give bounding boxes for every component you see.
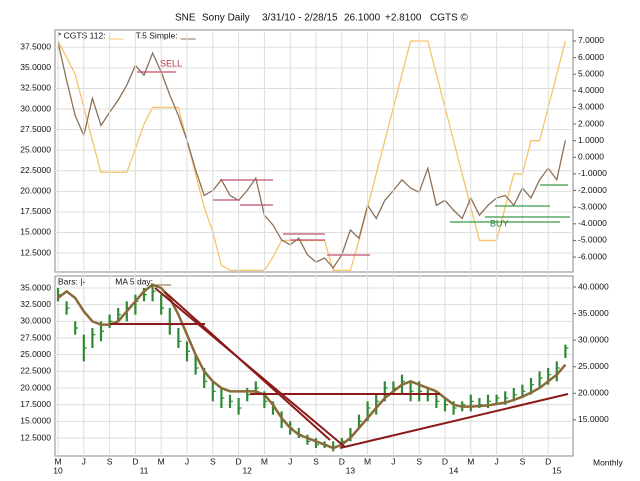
x-tick-label: S [107, 456, 113, 466]
legend-label: T.5 Simple: [136, 30, 178, 40]
y-tick-label: 12.5000 [20, 432, 51, 442]
y2-tick-label: 7.0000 [578, 35, 604, 45]
y-tick-label: 17.5000 [20, 399, 51, 409]
y2-tick-label: 15.0000 [578, 414, 609, 424]
symbol: SNE [175, 13, 196, 24]
x-tick-label: S [520, 456, 526, 466]
x-tick-label: D [132, 456, 138, 466]
x-tick-label: D [236, 456, 242, 466]
sell-annotation: SELL [160, 58, 182, 68]
y2-tick-label: -5.0000 [578, 235, 607, 245]
y-tick-label: 17.5000 [20, 206, 51, 216]
x-tick-label: J [185, 456, 189, 466]
y2-tick-label: 2.0000 [578, 118, 604, 128]
range: 3/31/10 - 2/28/15 [262, 13, 338, 24]
x-tick-label: S [416, 456, 422, 466]
y2-tick-label: 6.0000 [578, 52, 604, 62]
y2-tick-label: 25.0000 [578, 361, 609, 371]
x-tick-label: M [364, 456, 371, 466]
x-year-label: 10 [53, 465, 63, 475]
y-tick-label: 37.5000 [20, 42, 51, 52]
y2-tick-label: -1.0000 [578, 168, 607, 178]
y-tick-label: 25.0000 [20, 144, 51, 154]
x-tick-label: S [313, 456, 319, 466]
x-tick-label: M [261, 456, 268, 466]
panel-frame [54, 275, 574, 457]
x-year-label: 13 [346, 465, 356, 475]
legend-label: * CGTS 112: [58, 30, 106, 40]
y2-tick-label: -2.0000 [578, 185, 607, 195]
x-year-label: 14 [449, 465, 459, 475]
legend-label: Bars: |- [58, 276, 85, 286]
y-tick-label: 27.5000 [20, 124, 51, 134]
y2-tick-label: 0.0000 [578, 152, 604, 162]
period: Monthly [593, 457, 624, 467]
x-year-label: 15 [552, 465, 562, 475]
panel-frame [54, 29, 574, 273]
y2-tick-label: 40.0000 [578, 281, 609, 291]
y2-tick-label: 30.0000 [578, 334, 609, 344]
x-tick-label: M [158, 456, 165, 466]
name: Sony Daily [202, 13, 250, 24]
y-tick-label: 15.0000 [20, 227, 51, 237]
upper-panel: 12.5000 15.0000 17.5000 20.0000 22.5000 25.00… [20, 30, 607, 271]
y2-tick-label: -3.0000 [578, 201, 607, 211]
y-tick-label: 30.0000 [20, 103, 51, 113]
x-tick-label: J [82, 456, 86, 466]
y-tick-label: 20.0000 [20, 382, 51, 392]
source: CGTS © [430, 13, 469, 24]
y2-tick-label: -4.0000 [578, 218, 607, 228]
x-tick-label: J [494, 456, 498, 466]
y-tick-label: 22.5000 [20, 165, 51, 175]
change: +2.8100 [385, 13, 422, 24]
trend-line [339, 393, 569, 449]
y-tick-label: 32.5000 [20, 83, 51, 93]
series-line [57, 283, 567, 450]
y-tick-label: 22.5000 [20, 366, 51, 376]
series-line [57, 42, 567, 269]
y2-tick-label: 3.0000 [578, 102, 604, 112]
last: 26.1000 [344, 13, 381, 24]
y-tick-label: 35.0000 [20, 62, 51, 72]
y-tick-label: 35.0000 [20, 282, 51, 292]
lower-panel: M J S D M J S D M J S D M J S D M J S D10 11 12 13 14 1512.50001… [20, 30, 609, 475]
y2-tick-label: 5.0000 [578, 68, 604, 78]
y2-tick-label: 35.0000 [578, 308, 609, 318]
trend-line [164, 291, 331, 441]
y2-tick-label: 1.0000 [578, 135, 604, 145]
y-tick-label: 20.0000 [20, 186, 51, 196]
y-tick-label: 27.5000 [20, 332, 51, 342]
buy-annotation: BUY [490, 218, 509, 228]
drawn-lines [110, 71, 570, 449]
x-tick-label: D [339, 456, 345, 466]
y-tick-label: 12.5000 [20, 247, 51, 257]
x-tick-label: D [442, 456, 448, 466]
x-tick-label: D [545, 456, 551, 466]
y-tick-label: 30.0000 [20, 316, 51, 326]
y2-tick-label: 20.0000 [578, 388, 609, 398]
x-tick-label: M [54, 456, 61, 466]
x-tick-label: M [467, 456, 474, 466]
x-year-label: 11 [140, 465, 149, 475]
y-tick-label: 25.0000 [20, 349, 51, 359]
y2-tick-label: 4.0000 [578, 85, 604, 95]
y-tick-label: 15.0000 [20, 416, 51, 426]
x-year-label: 12 [242, 465, 252, 475]
y2-tick-label: -6.0000 [578, 251, 607, 261]
x-tick-label: J [391, 456, 395, 466]
x-tick-label: S [210, 456, 216, 466]
x-tick-label: J [288, 456, 292, 466]
y-tick-label: 32.5000 [20, 299, 51, 309]
legend-label: MA 5 day: [115, 276, 153, 286]
